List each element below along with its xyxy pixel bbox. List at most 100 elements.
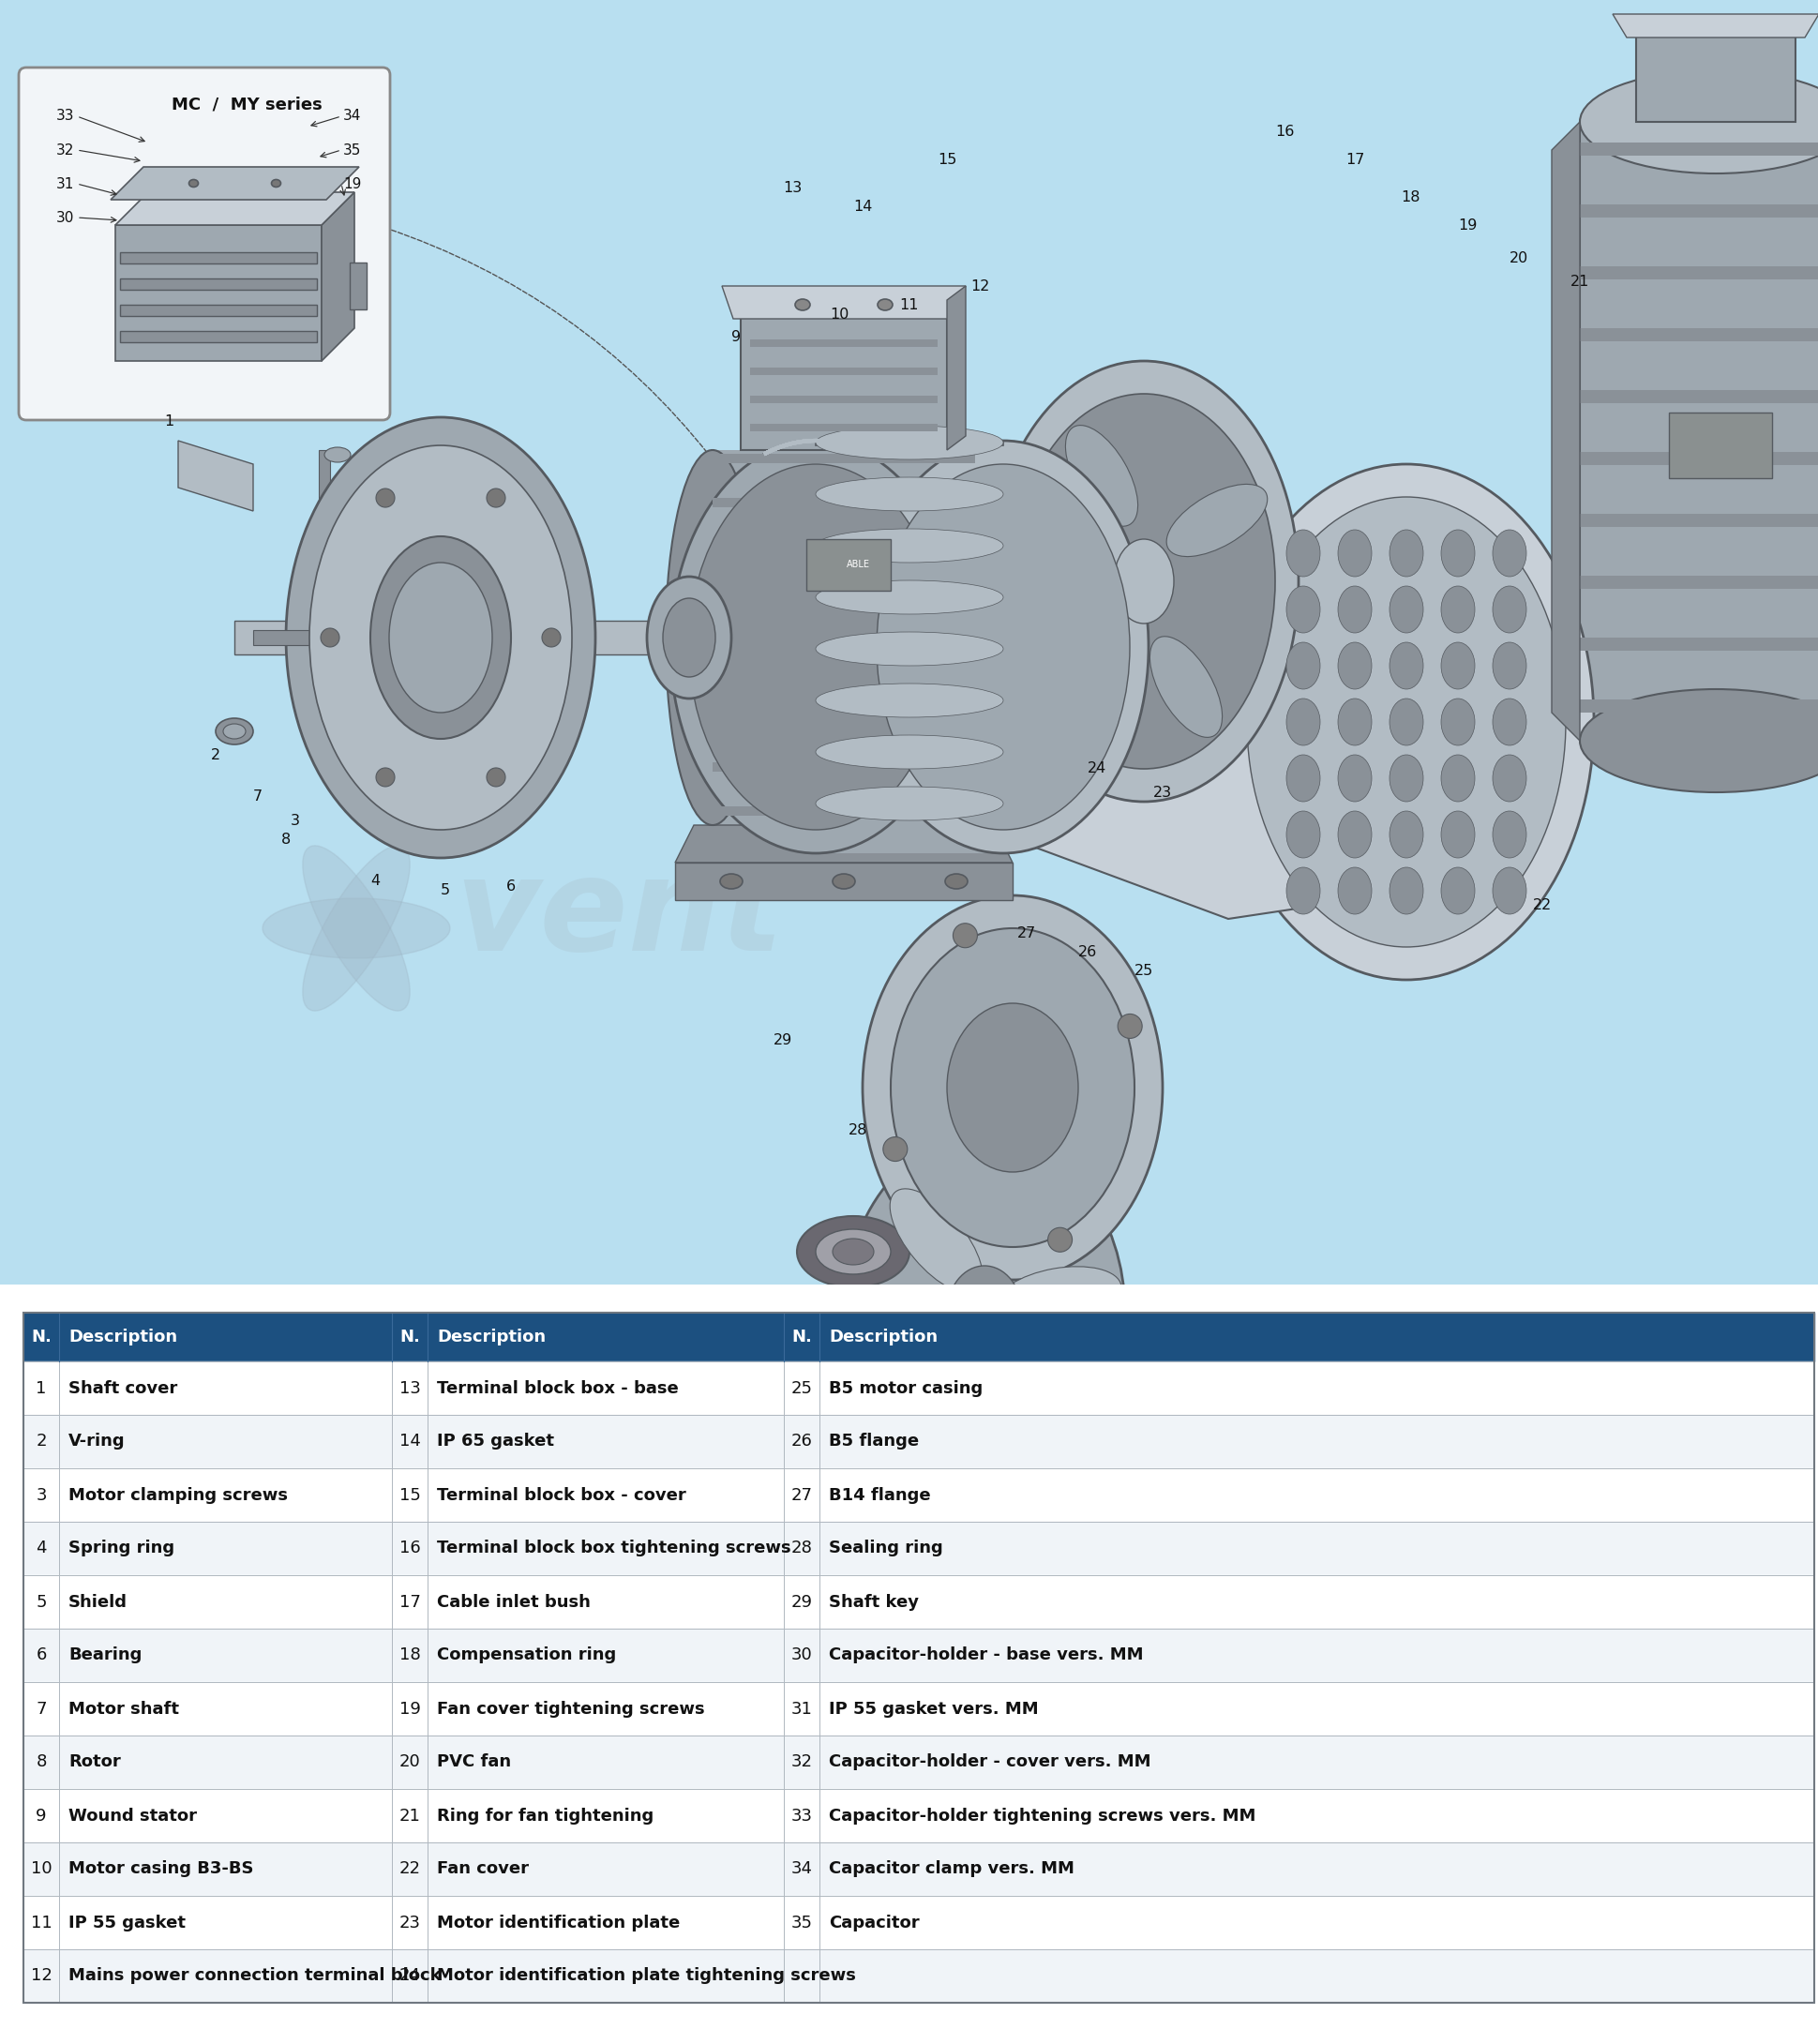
Text: Motor identification plate: Motor identification plate	[436, 1913, 680, 1932]
Ellipse shape	[285, 417, 594, 858]
Ellipse shape	[814, 1228, 891, 1273]
Text: 8: 8	[36, 1754, 47, 1770]
Bar	[713, 499, 974, 507]
Ellipse shape	[1338, 529, 1371, 576]
Text: 35: 35	[344, 143, 362, 157]
Bar	[713, 805, 974, 816]
Text: 2: 2	[36, 1433, 47, 1449]
Text: 10: 10	[31, 1860, 53, 1878]
Polygon shape	[302, 846, 409, 1012]
Polygon shape	[178, 442, 253, 511]
Ellipse shape	[189, 180, 198, 188]
Bar	[749, 339, 936, 347]
Ellipse shape	[1285, 699, 1320, 746]
Text: B5 flange: B5 flange	[829, 1433, 918, 1449]
Ellipse shape	[1338, 587, 1371, 634]
Ellipse shape	[814, 476, 1004, 511]
Ellipse shape	[1338, 811, 1371, 858]
Ellipse shape	[796, 1216, 909, 1288]
Ellipse shape	[1440, 587, 1474, 634]
Ellipse shape	[882, 1136, 907, 1161]
Bar	[24, 1897, 1813, 1950]
Text: vent: vent	[478, 1566, 773, 1678]
Ellipse shape	[1493, 754, 1525, 801]
Text: Terminal block box - base: Terminal block box - base	[436, 1380, 678, 1396]
Text: Terminal block box - cover: Terminal block box - cover	[436, 1486, 685, 1504]
Text: 19: 19	[344, 176, 362, 190]
Text: N.: N.	[400, 1329, 420, 1345]
Bar	[713, 454, 974, 464]
Text: Shield: Shield	[69, 1594, 127, 1611]
Text: Shaft cover: Shaft cover	[69, 1380, 178, 1396]
Ellipse shape	[487, 489, 505, 507]
Text: Motor shaft: Motor shaft	[69, 1701, 178, 1717]
Ellipse shape	[1247, 497, 1565, 946]
Polygon shape	[309, 1615, 478, 1668]
Ellipse shape	[376, 489, 395, 507]
Ellipse shape	[371, 536, 511, 738]
Text: 17: 17	[1345, 153, 1364, 166]
Text: 11: 11	[31, 1913, 53, 1932]
Text: 22: 22	[1533, 897, 1551, 912]
Ellipse shape	[1493, 867, 1525, 914]
Ellipse shape	[1338, 754, 1371, 801]
Text: Capacitor: Capacitor	[829, 1913, 918, 1932]
Bar	[805, 540, 891, 591]
Bar	[1580, 123, 1818, 740]
Bar	[24, 1414, 1813, 1468]
Polygon shape	[1613, 14, 1818, 37]
Text: Ring for fan tightening: Ring for fan tightening	[436, 1807, 653, 1823]
Text: 19: 19	[398, 1701, 420, 1717]
Bar	[749, 368, 936, 374]
Bar	[24, 1521, 1813, 1576]
Text: vent: vent	[454, 850, 782, 977]
Bar	[120, 305, 316, 317]
Ellipse shape	[689, 464, 942, 830]
Bar	[24, 1468, 1813, 1521]
Text: 14: 14	[398, 1433, 420, 1449]
Text: Motor clamping screws: Motor clamping screws	[69, 1486, 287, 1504]
Polygon shape	[115, 225, 322, 362]
Ellipse shape	[1493, 587, 1525, 634]
Ellipse shape	[945, 875, 967, 889]
Bar	[749, 423, 936, 431]
Ellipse shape	[1285, 754, 1320, 801]
Text: 20: 20	[1509, 251, 1527, 266]
Text: 9: 9	[36, 1807, 47, 1823]
Ellipse shape	[1580, 69, 1818, 174]
Bar	[24, 1842, 1813, 1897]
Ellipse shape	[1389, 699, 1422, 746]
Ellipse shape	[927, 450, 1022, 826]
Ellipse shape	[1165, 484, 1267, 556]
Text: 12: 12	[969, 278, 989, 292]
Bar	[1580, 513, 1818, 527]
Ellipse shape	[389, 562, 493, 713]
Text: 6: 6	[36, 1647, 47, 1664]
Text: 34: 34	[791, 1860, 813, 1878]
Text: 1: 1	[164, 415, 173, 429]
Text: 7: 7	[36, 1701, 47, 1717]
Bar	[120, 331, 316, 341]
FancyBboxPatch shape	[18, 67, 389, 421]
Bar	[1580, 576, 1818, 589]
Text: 21: 21	[1569, 274, 1589, 288]
Bar	[349, 262, 367, 309]
Text: 5: 5	[36, 1594, 47, 1611]
Ellipse shape	[1389, 642, 1422, 689]
Bar	[24, 1950, 1813, 2003]
Ellipse shape	[814, 787, 1004, 820]
Ellipse shape	[1493, 642, 1525, 689]
Text: Description: Description	[436, 1329, 545, 1345]
Ellipse shape	[216, 717, 253, 744]
Ellipse shape	[794, 298, 809, 311]
Polygon shape	[322, 192, 355, 362]
Ellipse shape	[1285, 642, 1320, 689]
Text: 21: 21	[398, 1807, 420, 1823]
Polygon shape	[302, 846, 409, 1012]
Text: B5 motor casing: B5 motor casing	[829, 1380, 982, 1396]
Ellipse shape	[876, 298, 893, 311]
Text: 8: 8	[282, 832, 291, 846]
Text: Compensation ring: Compensation ring	[436, 1647, 616, 1664]
Polygon shape	[722, 286, 965, 319]
Bar	[740, 300, 947, 450]
